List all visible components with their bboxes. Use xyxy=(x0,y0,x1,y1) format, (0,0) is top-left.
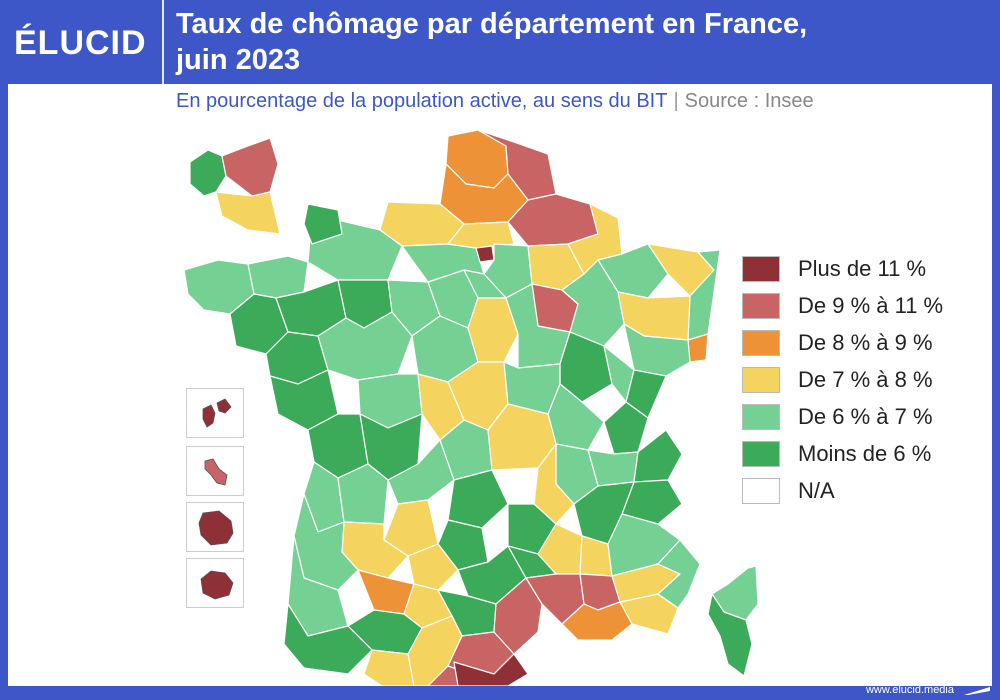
elucid-logo: ÉLUCID xyxy=(14,24,147,62)
legend-label: De 8 % à 9 % xyxy=(798,330,933,355)
reunion-shape xyxy=(200,570,234,600)
subtitle-separator: | xyxy=(673,90,679,112)
footer-url: www.elucid.media xyxy=(865,684,954,696)
legend-item: De 9 % à 11 % xyxy=(742,291,982,321)
inset-martinique xyxy=(186,446,244,496)
legend-swatch xyxy=(742,478,780,504)
region-haute-marne xyxy=(561,259,625,347)
page-title: Taux de chômage par département en Franc… xyxy=(176,6,976,78)
subtitle-text: En pourcentage de la population active, … xyxy=(176,90,668,112)
legend-swatch xyxy=(742,441,780,467)
legend-label: N/A xyxy=(798,478,835,503)
region-paris xyxy=(475,245,495,263)
region-puy-dome xyxy=(447,469,509,529)
region-corse-sud xyxy=(707,593,753,677)
region-charente xyxy=(337,463,389,525)
legend-item: Moins de 6 % xyxy=(742,439,982,469)
legend-swatch xyxy=(742,330,780,356)
guadeloupe-shape xyxy=(202,398,232,428)
legend-label: De 7 % à 8 % xyxy=(798,367,933,392)
region-pyrenees-atl xyxy=(283,603,373,675)
legend-label: Moins de 6 % xyxy=(798,441,932,466)
france-map xyxy=(183,129,759,686)
inset-reunion xyxy=(186,558,244,608)
legend-swatch xyxy=(742,367,780,393)
legend-item: Plus de 11 % xyxy=(742,254,982,284)
guyane-shape xyxy=(198,510,234,546)
martinique-shape xyxy=(204,458,228,486)
region-cotentin-south xyxy=(215,191,281,235)
region-pyrenees-or xyxy=(453,653,529,686)
elucid-mark-icon xyxy=(964,687,990,695)
legend-item: De 8 % à 9 % xyxy=(742,328,982,358)
subtitle: En pourcentage de la population active, … xyxy=(176,90,814,113)
legend-label: De 6 % à 7 % xyxy=(798,404,933,429)
inset-guyane xyxy=(186,502,244,552)
header-bar: ÉLUCID Taux de chômage par département e… xyxy=(0,0,1000,84)
legend-item: De 6 % à 7 % xyxy=(742,402,982,432)
region-haute-savoie xyxy=(633,429,683,483)
title-line-2: juin 2023 xyxy=(176,44,301,76)
legend-swatch xyxy=(742,404,780,430)
region-lot xyxy=(407,543,459,591)
inset-guadeloupe xyxy=(186,388,244,438)
legend-item: N/A xyxy=(742,476,982,506)
region-cotes-armor xyxy=(303,203,343,245)
legend-swatch xyxy=(742,293,780,319)
legend-item: De 7 % à 8 % xyxy=(742,365,982,395)
region-cotentin xyxy=(189,149,227,197)
legend-label: De 9 % à 11 % xyxy=(798,293,944,318)
header-divider xyxy=(162,0,164,84)
legend-swatch xyxy=(742,256,780,282)
source-text: Source : Insee xyxy=(684,90,814,112)
legend-label: Plus de 11 % xyxy=(798,256,927,281)
region-cotentin-east xyxy=(221,137,279,197)
region-jura xyxy=(603,401,649,455)
title-line-1: Taux de chômage par département en Franc… xyxy=(176,8,808,40)
content-panel: En pourcentage de la population active, … xyxy=(8,84,992,686)
region-cotes-armor-2 xyxy=(247,255,309,299)
region-hautes-pyrenees xyxy=(363,649,415,686)
region-alpes-maritimes xyxy=(657,539,701,609)
